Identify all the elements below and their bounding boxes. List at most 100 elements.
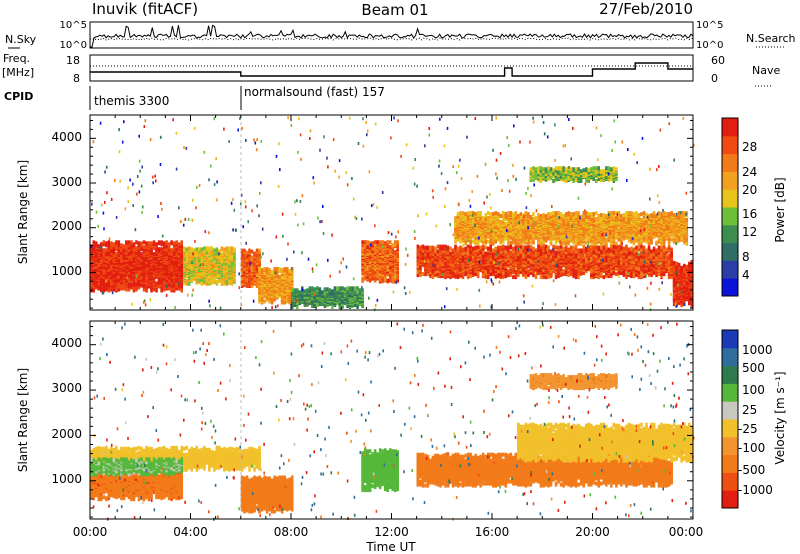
heatmap-cell — [191, 278, 194, 282]
heatmap-cell — [341, 286, 344, 290]
heatmap-cell — [510, 245, 513, 249]
cpid-segment-themis: themis 3300 — [94, 94, 169, 108]
heatmap-cell — [485, 246, 488, 250]
heatmap-cell — [178, 242, 181, 246]
heatmap-cell — [381, 240, 384, 244]
heatmap-cell — [93, 240, 96, 244]
heatmap-cell — [344, 287, 347, 291]
heatmap-cell — [495, 274, 498, 278]
heatmap-cell — [364, 240, 367, 244]
heatmap-cell — [474, 246, 477, 250]
power-panel: 1000 2000 3000 4000 Slant Range [km] — [16, 115, 695, 311]
heatmap-cell — [419, 246, 422, 250]
heatmap-cell — [253, 252, 256, 256]
heatmap-cell — [537, 245, 540, 249]
heatmap-cell — [133, 280, 136, 284]
heatmap-cell — [233, 247, 236, 251]
heatmap-cell — [381, 249, 384, 253]
heatmap-cell — [221, 252, 224, 256]
heatmap-cell — [291, 293, 294, 297]
heatmap-cell — [130, 244, 133, 248]
heatmap-cell — [221, 246, 224, 250]
heatmap-cell — [155, 242, 158, 246]
heatmap-cell — [105, 241, 108, 245]
heatmap-cell — [120, 243, 123, 247]
heatmap-cell — [208, 246, 211, 250]
heatmap-cell — [155, 282, 158, 286]
heatmap-cell — [384, 241, 387, 245]
heatmap-cell — [311, 304, 314, 308]
heatmap-cell — [258, 249, 261, 253]
heatmap-cell — [133, 242, 136, 246]
heatmap-cell — [389, 240, 392, 244]
heatmap-cell — [540, 275, 543, 279]
heatmap-cell — [525, 246, 528, 250]
heatmap-cell — [256, 254, 259, 258]
heatmap-cell — [125, 288, 128, 292]
heatmap-cell — [223, 247, 226, 251]
heatmap-cell — [216, 280, 219, 284]
heatmap-cell — [258, 271, 261, 275]
heatmap-cell — [527, 269, 530, 273]
heatmap-cell — [392, 248, 395, 252]
heatmap-cell — [487, 247, 490, 251]
heatmap-cell — [555, 246, 558, 250]
heatmap-cell — [148, 241, 151, 245]
heatmap-cell — [422, 272, 425, 276]
heatmap-cell — [349, 286, 352, 290]
heatmap-cell — [331, 289, 334, 293]
heatmap-cell — [545, 254, 548, 258]
heatmap-cell — [449, 247, 452, 251]
heatmap-cell — [394, 250, 397, 254]
heatmap-cell — [201, 252, 204, 256]
heatmap-cell — [153, 240, 156, 244]
heatmap-cell — [510, 251, 513, 255]
heatmap-cell — [442, 245, 445, 249]
heatmap-cell — [336, 286, 339, 290]
heatmap-cell — [527, 273, 530, 277]
heatmap-cell — [168, 287, 171, 291]
heatmap-cell — [427, 246, 430, 250]
heatmap-cell — [379, 240, 382, 244]
heatmap-cell — [459, 246, 462, 250]
heatmap-cell — [417, 245, 420, 249]
heatmap-cell — [432, 246, 435, 250]
heatmap-cell — [226, 246, 229, 250]
heatmap-cell — [361, 277, 364, 281]
heatmap-cell — [186, 279, 189, 283]
heatmap-cell — [216, 247, 219, 251]
heatmap-cell — [397, 240, 400, 244]
heatmap-cell — [329, 288, 332, 292]
heatmap-cell — [276, 267, 279, 271]
heatmap-cell — [502, 274, 505, 278]
heatmap-cell — [464, 247, 467, 251]
heatmap-cell — [170, 240, 173, 244]
heatmap-cell — [490, 272, 493, 276]
heatmap-cell — [557, 246, 560, 250]
heatmap-cell — [505, 246, 508, 250]
heatmap-cell — [160, 247, 163, 251]
heatmap-cell — [113, 242, 116, 246]
heatmap-cell — [454, 245, 457, 249]
heatmap-cell — [188, 282, 191, 286]
heatmap-cell — [100, 242, 103, 246]
heatmap-cell — [439, 245, 442, 249]
heatmap-cell — [532, 247, 535, 251]
heatmap-cell — [497, 246, 500, 250]
heatmap-cell — [299, 290, 302, 294]
heatmap-cell — [93, 244, 96, 248]
heatmap-cell — [160, 240, 163, 244]
heatmap-cell — [502, 245, 505, 249]
heatmap-cell — [515, 246, 518, 250]
freq-tick-low: 8 — [73, 72, 80, 85]
heatmap-cell — [213, 248, 216, 252]
heatmap-cell — [479, 246, 482, 250]
heatmap-cell — [389, 245, 392, 249]
heatmap-cell — [437, 250, 440, 254]
heatmap-cell — [577, 249, 580, 253]
heatmap-cell — [251, 256, 254, 260]
heatmap-cell — [326, 287, 329, 291]
heatmap-cell — [211, 250, 214, 254]
heatmap-cell — [248, 249, 251, 253]
heatmap-cell — [319, 287, 322, 291]
